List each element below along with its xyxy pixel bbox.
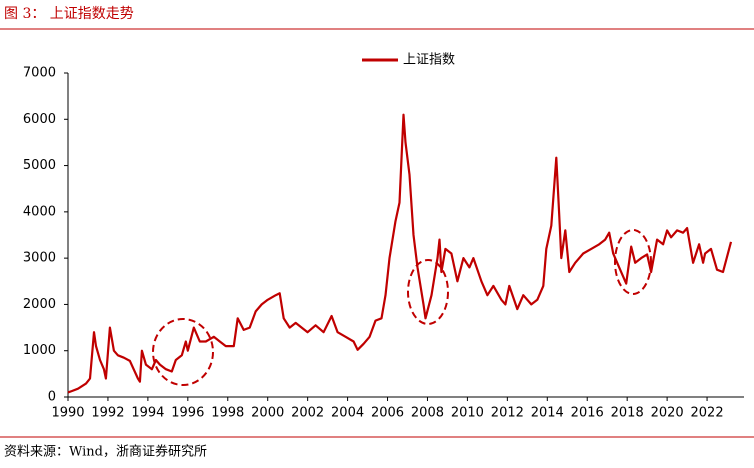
y-tick-label: 6000 <box>23 112 56 127</box>
y-tick-label: 0 <box>48 390 56 405</box>
x-tick-label: 1996 <box>171 406 204 421</box>
x-tick-label: 2010 <box>451 406 484 421</box>
x-tick-label: 1998 <box>211 406 244 421</box>
y-tick-label: 2000 <box>23 297 56 312</box>
x-tick-label: 2004 <box>331 406 364 421</box>
x-tick-label: 2012 <box>491 406 524 421</box>
x-tick-label: 2006 <box>371 406 404 421</box>
y-tick-label: 1000 <box>23 343 56 358</box>
x-tick-label: 2014 <box>531 406 564 421</box>
x-tick-label: 2002 <box>291 406 324 421</box>
x-tick-label: 2016 <box>571 406 604 421</box>
x-tick-label: 2000 <box>251 406 284 421</box>
highlight-circle <box>614 229 652 295</box>
y-tick-label: 3000 <box>23 251 56 266</box>
x-tick-label: 1994 <box>131 406 164 421</box>
y-tick-label: 7000 <box>23 66 56 81</box>
highlight-circle <box>407 259 449 325</box>
legend-label: 上证指数 <box>403 53 455 68</box>
y-tick-label: 5000 <box>23 158 56 173</box>
highlight-circle <box>152 318 214 386</box>
x-tick-label: 1990 <box>51 406 84 421</box>
x-tick-label: 1992 <box>91 406 124 421</box>
x-tick-label: 2022 <box>691 406 724 421</box>
chart-title: 图 3： 上证指数走势 <box>4 6 134 22</box>
line <box>67 113 733 394</box>
x-tick-label: 2018 <box>611 406 644 421</box>
y-tick-label: 4000 <box>23 204 56 219</box>
source: 资料来源：Wind，浙商证券研究所 <box>4 444 207 460</box>
x-tick-label: 2020 <box>651 406 684 421</box>
x-tick-label: 2008 <box>411 406 444 421</box>
annotations <box>152 229 652 386</box>
